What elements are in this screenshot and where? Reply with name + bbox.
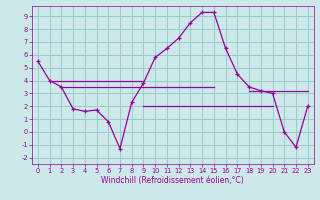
X-axis label: Windchill (Refroidissement éolien,°C): Windchill (Refroidissement éolien,°C): [101, 176, 244, 185]
